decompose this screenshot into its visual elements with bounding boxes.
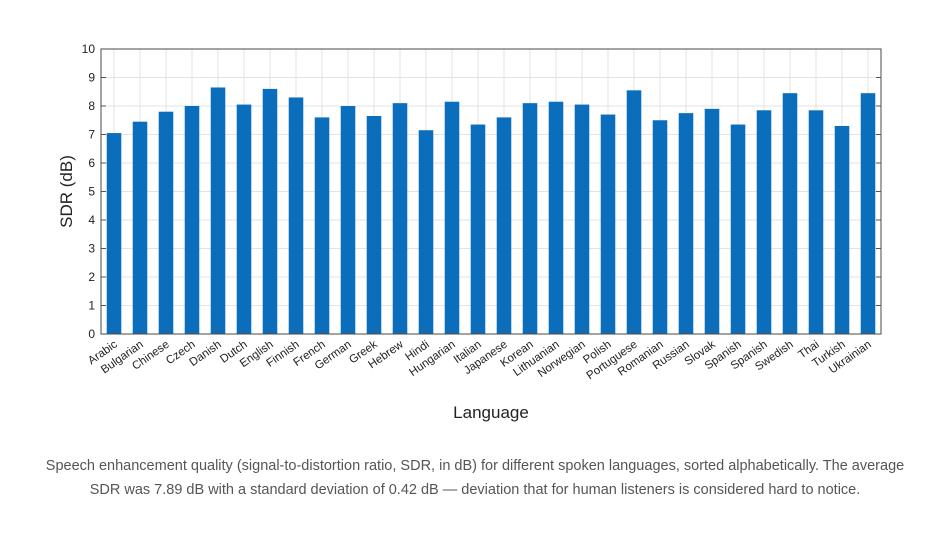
figure-caption: Speech enhancement quality (signal-to-di… bbox=[45, 458, 905, 498]
y-tick-label: 7 bbox=[88, 128, 95, 142]
y-tick-label: 5 bbox=[88, 185, 95, 199]
bar-portuguese bbox=[626, 90, 642, 334]
bar-bulgarian bbox=[132, 121, 148, 334]
bar-russian bbox=[678, 113, 694, 334]
y-tick-label: 3 bbox=[88, 242, 95, 256]
bar-spanish bbox=[756, 110, 772, 335]
y-tick-label: 6 bbox=[88, 156, 95, 170]
bar-romanian bbox=[652, 120, 668, 334]
bar-swedish bbox=[782, 93, 798, 334]
x-axis-title: Language bbox=[453, 403, 529, 422]
bar-lithuanian bbox=[548, 101, 564, 334]
bar-chinese bbox=[158, 111, 174, 334]
y-tick-label: 2 bbox=[88, 270, 95, 284]
bar-hungarian bbox=[444, 101, 460, 334]
bar-dutch bbox=[236, 104, 252, 334]
bar-greek bbox=[366, 115, 382, 334]
bar-chart: 012345678910ArabicBulgarianChineseCzechD… bbox=[57, 42, 882, 422]
y-tick-label: 10 bbox=[82, 42, 96, 56]
bar-french bbox=[314, 117, 330, 335]
y-tick-label: 1 bbox=[88, 299, 95, 313]
y-axis-title: SDR (dB) bbox=[57, 155, 76, 228]
bar-norwegian bbox=[574, 104, 590, 334]
bar-danish bbox=[210, 87, 226, 334]
bar-slovak bbox=[704, 108, 720, 334]
bar-finnish bbox=[288, 97, 304, 334]
bar-german bbox=[340, 106, 356, 334]
bar-czech bbox=[184, 106, 200, 334]
bar-turkish bbox=[834, 125, 850, 334]
plot-frame bbox=[100, 48, 882, 335]
bar-english bbox=[262, 88, 278, 335]
y-tick-label: 4 bbox=[88, 213, 95, 227]
bar-spanish bbox=[730, 124, 746, 335]
bar-thai bbox=[808, 110, 824, 335]
bar-ukrainian bbox=[860, 93, 876, 334]
bar-italian bbox=[470, 124, 486, 335]
bar-hebrew bbox=[392, 103, 408, 335]
bar-hindi bbox=[418, 130, 434, 334]
bar-japanese bbox=[496, 117, 512, 335]
bar-arabic bbox=[106, 133, 122, 334]
bar-korean bbox=[522, 103, 538, 335]
y-tick-label: 0 bbox=[88, 327, 95, 341]
y-tick-label: 8 bbox=[88, 99, 95, 113]
y-tick-label: 9 bbox=[88, 71, 95, 85]
chart-container: 0 1 2 3 4 5 6 7 8 9 10 Arabic Bulgarian Chinese Czech D… bbox=[57, 42, 882, 422]
bar-polish bbox=[600, 114, 616, 334]
